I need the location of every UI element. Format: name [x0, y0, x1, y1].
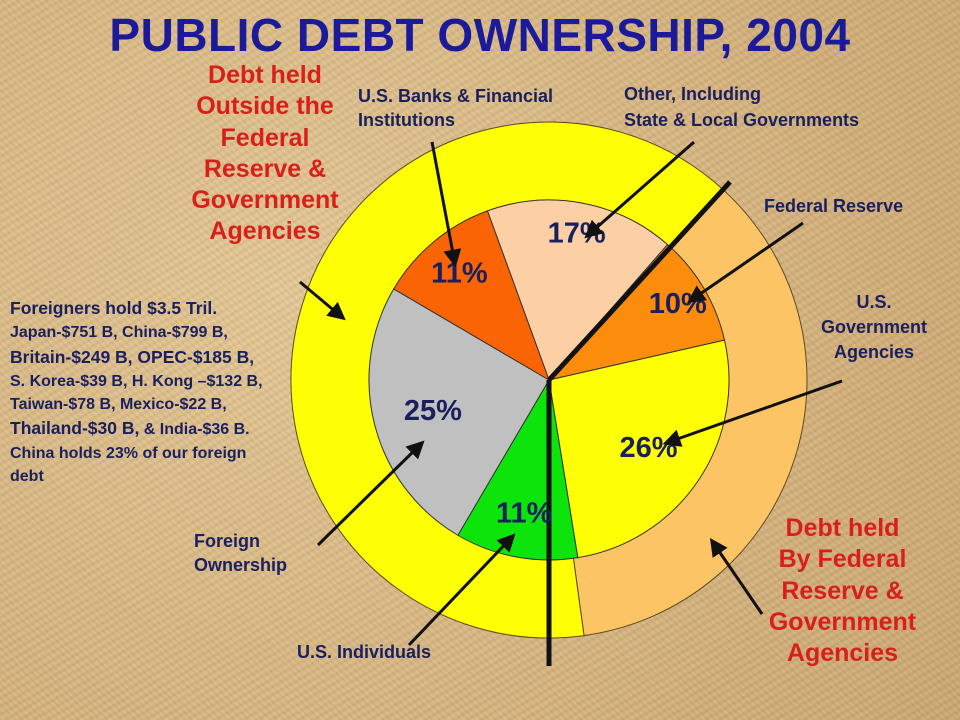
slice-label-u-s-individuals: 11%: [496, 498, 553, 530]
arrow-banks: [430, 141, 462, 268]
fed-debt-label: Debt held By Federal Reserve & Governmen…: [768, 514, 917, 667]
note-line-3: Britain-$249 B, OPEC-$185 B,: [10, 346, 255, 367]
note-line-7: China holds 23% of our foreign: [10, 444, 247, 462]
slice-other-including-state-local-governments: [486, 199, 669, 381]
slice-u-s-banks-financial-institutions: [393, 210, 550, 382]
arrow-outside: [299, 280, 346, 321]
slice-label-other-including-state-local-governments: 17%: [548, 218, 606, 250]
divider-line: [547, 180, 732, 382]
slice-label-u-s-banks-financial-institutions: 11%: [431, 257, 488, 289]
foreigners-note: Foreigners hold $3.5 Tril. Japan-$751 B,…: [10, 296, 360, 488]
outside-debt-label: Debt held Outside the Federal Reserve & …: [191, 61, 339, 246]
note-line-5: Taiwan-$78 B, Mexico-$22 B,: [10, 396, 227, 414]
arrow-foreign-ownership: [316, 440, 425, 547]
note-line-1: Foreigners hold $3.5 Tril.: [10, 298, 218, 318]
slice-label-federal-reserve: 10%: [649, 288, 707, 320]
arrow-fed-debt: [709, 538, 764, 615]
slice-u-s-government-agencies: [548, 339, 730, 559]
banks-label: U.S. Banks & Financial Institutions: [358, 86, 554, 131]
slice-label-foreign-ownership: 25%: [404, 395, 462, 427]
slice-label-u-s-government-agencies: 26%: [619, 432, 677, 464]
note-line-2: Japan-$751 B, China-$799 B,: [10, 324, 228, 342]
chart-title: PUBLIC DEBT OWNERSHIP, 2004: [109, 9, 851, 61]
note-line-6: Thailand-$30 B, & India-$36 B.: [10, 418, 250, 439]
slice-foreign-ownership: [368, 288, 550, 536]
arrow-other: [584, 140, 695, 239]
note-line-4: S. Korea-$39 B, H. Kong –$132 B,: [10, 372, 263, 390]
arrows: [299, 140, 843, 647]
arrow-individuals: [407, 533, 516, 647]
note-line-8: debt: [10, 467, 44, 485]
other-label: Other, Including State & Local Governmen…: [624, 84, 860, 130]
foreign-ownership-label: Foreign Ownership: [194, 531, 288, 576]
us-gov-agencies-label: U.S. Government Agencies: [820, 292, 928, 363]
individuals-label: U.S. Individuals: [297, 642, 432, 662]
arrow-federal-reserve: [687, 221, 804, 304]
arrow-us-gov-agencies: [662, 379, 843, 447]
federal-reserve-label: Federal Reserve: [764, 196, 904, 216]
